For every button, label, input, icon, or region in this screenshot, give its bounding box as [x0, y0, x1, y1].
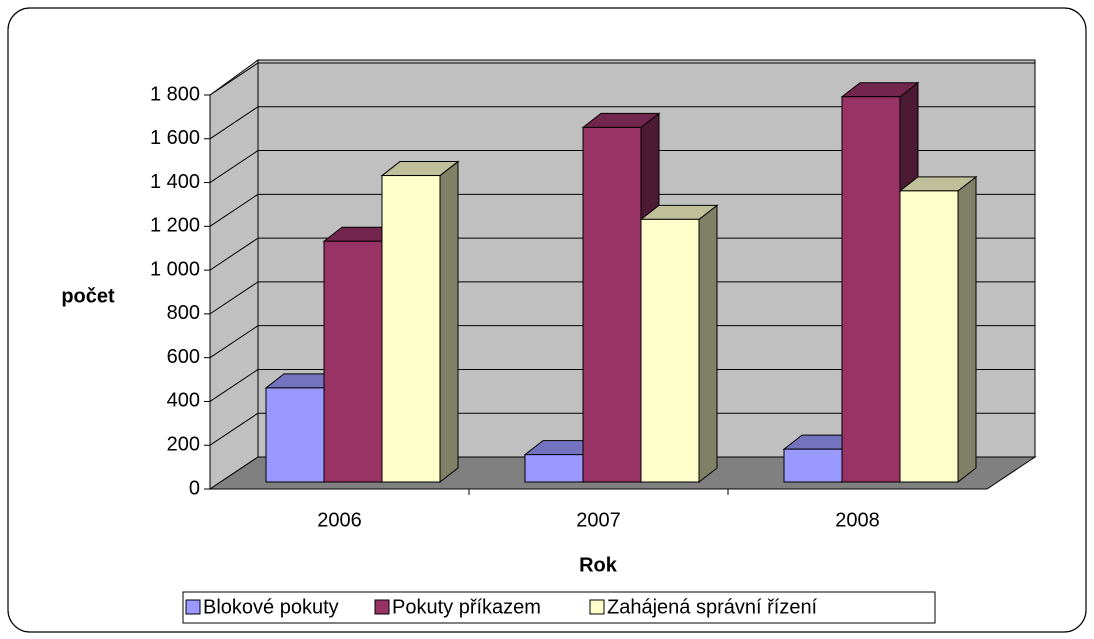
bar-front [841, 96, 901, 483]
grid-line [209, 412, 259, 446]
bar-side [957, 175, 977, 484]
legend-swatch [185, 599, 201, 615]
bar-front [899, 190, 959, 483]
y-tick-label: 1 800 [150, 83, 200, 105]
x-tick-label: 2007 [576, 509, 621, 531]
bar-side [698, 204, 718, 484]
y-axis-label: počet [61, 285, 115, 307]
x-axis-label: Rok [579, 554, 618, 576]
x-tick-label: 2006 [317, 509, 362, 531]
bar-front [524, 454, 584, 483]
grid-line [209, 62, 259, 96]
grid-line [209, 193, 259, 227]
y-tick-label: 200 [167, 434, 200, 456]
legend-label: Pokuty příkazem [392, 596, 541, 618]
legend [182, 591, 936, 624]
y-tick-label: 0 [189, 477, 200, 499]
y-tick-label: 1 600 [150, 127, 200, 149]
bar-front [323, 240, 383, 483]
grid-line [209, 325, 259, 359]
grid-line [209, 150, 259, 183]
y-tick-label: 400 [167, 390, 200, 412]
x-tick-label: 2008 [835, 509, 880, 531]
legend-swatch [374, 599, 390, 615]
bars [264, 81, 978, 484]
bar-front [783, 448, 843, 483]
bar [898, 175, 978, 484]
legend-label: Zahájená správní řízení [607, 596, 818, 618]
grid-line [209, 106, 259, 140]
y-tick-label: 600 [167, 346, 200, 368]
grid-line [209, 281, 259, 315]
bar-front [381, 175, 441, 483]
bar-front [640, 218, 700, 483]
bar [639, 204, 719, 484]
y-tick-label: 1 200 [150, 215, 200, 237]
bar-side [439, 160, 459, 484]
bar-front [265, 387, 325, 483]
y-tick-label: 1 000 [150, 258, 200, 280]
grid-line [209, 369, 259, 402]
side-wall [209, 59, 259, 490]
legend-swatch [589, 599, 605, 615]
bar [380, 160, 460, 484]
legend-label: Blokové pokuty [203, 596, 339, 618]
grid-line [209, 237, 259, 271]
y-tick-label: 1 400 [150, 171, 200, 193]
y-tick-label: 800 [167, 302, 200, 324]
bar-front [582, 126, 642, 483]
